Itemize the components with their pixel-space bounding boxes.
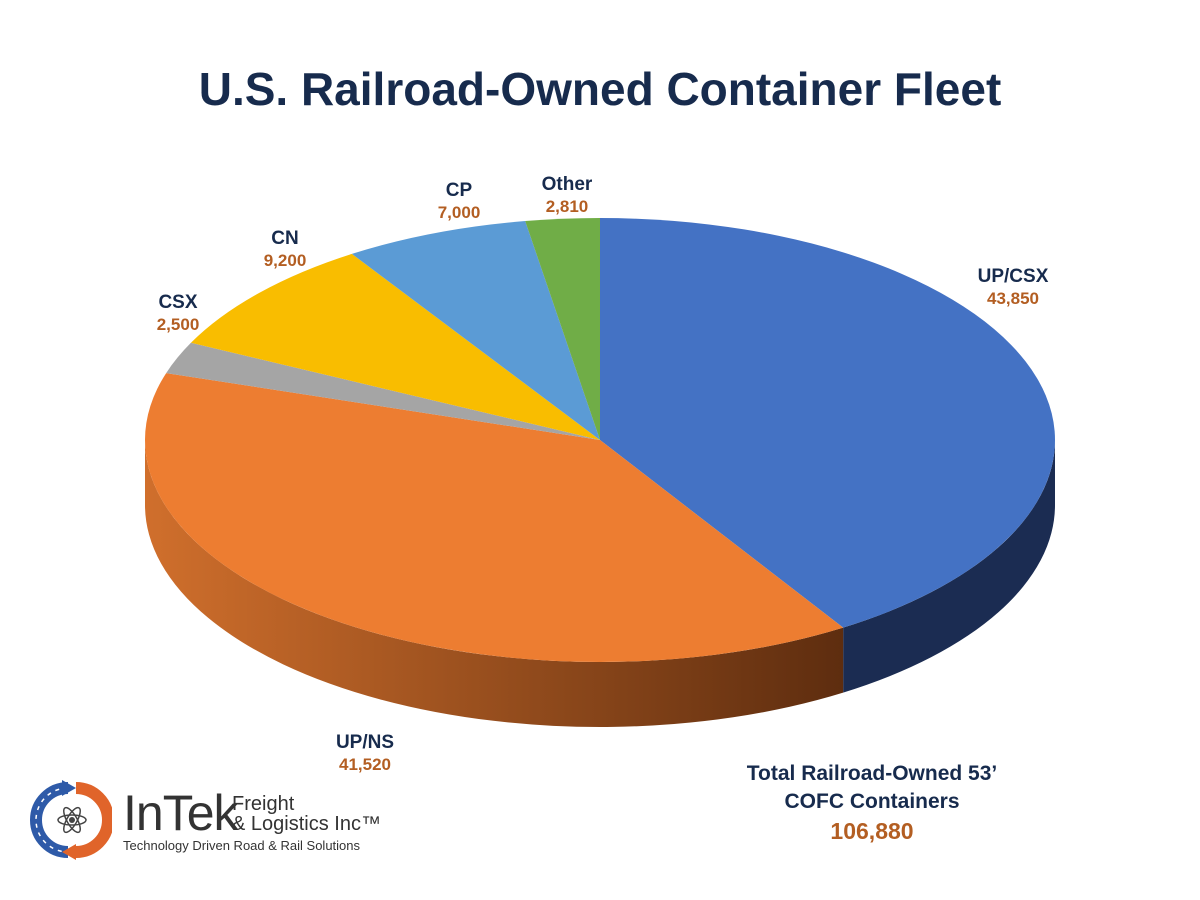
pie-slice-up-ns — [144, 373, 844, 663]
total-label-line2: COFC Containers — [784, 790, 960, 813]
logo-brand: InTek — [123, 785, 239, 841]
logo-tagline: Technology Driven Road & Rail Solutions — [123, 838, 361, 853]
label-up-csx: UP/CSX 43,850 — [977, 266, 1049, 308]
intek-logo: InTek Freight & Logistics Inc™ Technology… — [28, 780, 388, 860]
total-value: 106,880 — [830, 818, 914, 844]
pie-slice-other — [525, 218, 600, 440]
pie-slice-csx — [166, 342, 601, 440]
logo-line1: Freight — [232, 793, 295, 815]
pie-slice-cp — [351, 221, 600, 440]
logo-company: Freight & Logistics Inc™ — [232, 794, 381, 834]
total-label-line1: Total Railroad-Owned 53’ — [746, 762, 998, 785]
pie-side-up-csx — [843, 440, 1055, 693]
pie-slice-cn — [190, 253, 600, 440]
label-cp: CP 7,000 — [437, 180, 481, 222]
logo-arrows-icon — [30, 780, 112, 860]
chart-title: U.S. Railroad-Owned Container Fleet — [198, 63, 1002, 115]
pie-side-up-ns — [145, 440, 844, 728]
logo-line2: & Logistics Inc™ — [232, 813, 381, 835]
label-other: Other 2,810 — [541, 174, 593, 216]
pie-slice-up-csx — [600, 218, 1056, 628]
label-csx: CSX 2,500 — [156, 292, 200, 334]
label-up-ns: UP/NS 41,520 — [335, 732, 395, 774]
label-cn: CN 9,200 — [263, 228, 307, 270]
total-annotation: Total Railroad-Owned 53’ COFC Containers… — [747, 760, 997, 846]
